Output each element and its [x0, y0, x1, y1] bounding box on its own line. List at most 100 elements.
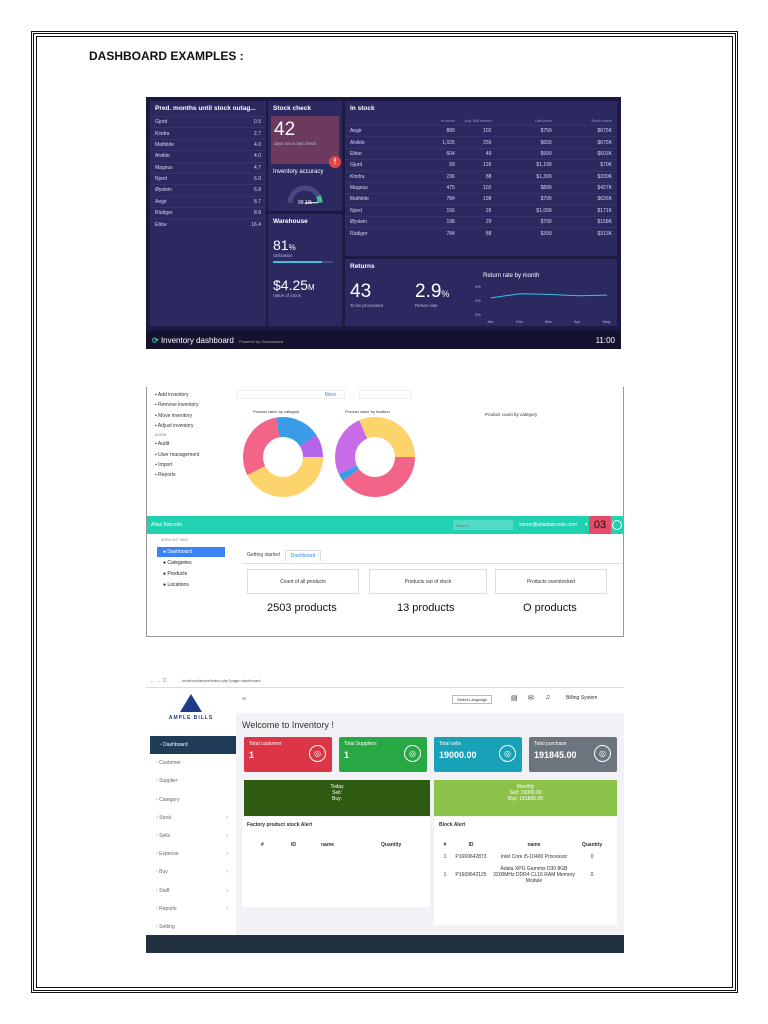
hamburger-icon[interactable]: ≡ [242, 696, 247, 703]
x-tick-label: Apr [574, 319, 581, 324]
menu-item[interactable]: ▪ Move inventory [155, 412, 193, 419]
table-cell: 1 [443, 854, 447, 860]
table-row: Njord 156 26 $1,099 $171K [345, 204, 617, 216]
table-cell: $158K [597, 219, 612, 226]
menu-item[interactable]: ▪ Audit [155, 441, 170, 448]
warehouse-panel: Warehouse 81% Utilization $4.25M Value o… [268, 214, 342, 326]
sidebar-item[interactable]: ▫ Setting [146, 918, 236, 936]
table-cell: Mathilde [350, 196, 369, 203]
user-menu[interactable]: Billing System [566, 695, 598, 701]
more-link[interactable]: More [237, 390, 345, 399]
returns-value: 43 [350, 281, 372, 302]
table-cell: 784 [446, 230, 455, 237]
summary-tile: Total sells 19000.00 ◎ [434, 737, 522, 772]
row-value: 4.0 [254, 153, 261, 160]
sidebar-item[interactable]: ▫ Staff ‹ [146, 882, 236, 900]
page-title: Welcome to Inventory ! [242, 720, 334, 730]
sidebar-item[interactable]: ▫ Reports ‹ [146, 900, 236, 918]
power-icon[interactable] [612, 520, 622, 530]
tab[interactable]: Dashboard [284, 550, 322, 561]
row-value: 0.5 [254, 119, 261, 126]
address-bar[interactable]: localhost/ample/index.php?page=dashboard [182, 678, 261, 683]
table-row: Aegir 889 102 $759 $675K [345, 125, 617, 136]
tab[interactable]: Getting started [247, 552, 280, 558]
returns-label: To be processed [350, 303, 384, 308]
sidebar: AMPLE BILLS ▫ Dashboard ▫ Customer ▫ Suppl… [146, 688, 236, 953]
chevron-down-icon[interactable]: ▾ [585, 522, 588, 528]
nav-arrows-icon[interactable]: ← → C [150, 678, 167, 684]
filter-box[interactable] [359, 390, 411, 399]
chevron-left-icon: ‹ [226, 851, 228, 858]
sidebar-item[interactable]: ▫ Stock ‹ [146, 809, 236, 827]
nav-item[interactable]: ● Dashboard [157, 547, 225, 557]
table-cell: 102 [483, 128, 492, 135]
side-nav: ● Dashboard ● Categories ● Products ● Locat… [157, 547, 225, 591]
search-input[interactable] [453, 520, 513, 530]
table-row: 1 P1669642873 Intel Core i5-10400 Processo… [439, 854, 612, 860]
menu-item[interactable]: ▪ Add inventory [155, 392, 189, 398]
notification-badge[interactable]: 03 [589, 516, 611, 534]
panel-title: Stock check [273, 105, 311, 112]
nav-item[interactable]: ● Locations [163, 582, 189, 588]
sidebar-item[interactable]: ▫ Expense ‹ [146, 845, 236, 863]
table-row: Øystein 6.8 [150, 184, 266, 195]
row-name: Magnus [155, 164, 173, 171]
document-heading: DASHBOARD EXAMPLES : [89, 49, 244, 63]
table-cell: $313K [597, 230, 612, 237]
table-row: Gjurd 58 126 $1,199 $70K [345, 159, 617, 170]
accuracy-gauge [287, 185, 323, 204]
table-cell: 88 [485, 173, 492, 180]
panel-title: Block Alert [439, 822, 466, 828]
mail-icon[interactable]: ✉ [528, 695, 534, 702]
tile-icon: ◎ [499, 745, 516, 762]
menu-item[interactable]: ▪ User management [155, 451, 200, 458]
returns-panel: Returns 43 To be processed 2.9% Return r… [345, 259, 617, 326]
nav-item[interactable]: ● Categories [163, 560, 192, 566]
table-cell: 0 [590, 872, 594, 878]
tile-value: 1 [344, 750, 350, 760]
table-cell: $427K [597, 185, 612, 192]
table-cell: Njord [350, 207, 362, 214]
monthly-title: Monthly [516, 784, 535, 790]
user-email[interactable]: simon@atlasbarcode.com [519, 522, 577, 528]
sidebar-item[interactable]: ▫ Category [146, 791, 236, 809]
nav-item[interactable]: ● Products [163, 571, 188, 577]
bell-icon[interactable]: ♫ [545, 694, 551, 701]
refresh-icon: ⟳ [152, 335, 159, 345]
chevron-left-icon: ‹ [226, 905, 228, 912]
menu-item[interactable]: ▪ Adjust inventory [155, 422, 194, 429]
menu-item[interactable]: ▪ Reports [155, 472, 176, 479]
language-select[interactable]: Select Language [452, 695, 493, 704]
menu-item[interactable]: ▪ Import [155, 462, 173, 469]
printer-icon[interactable]: ▤ [511, 695, 518, 702]
row-name: Øystein [155, 187, 172, 194]
row-value: 16.4 [251, 221, 261, 228]
table-cell: $171K [597, 207, 612, 214]
row-name: Rüdiger [155, 210, 173, 217]
in-stock-panel: In stock In stock Avg 30d orders Unit pric… [345, 101, 617, 256]
factory-alert-panel: Factory product stock Alert # ID name Quant… [242, 817, 430, 907]
sidebar-item[interactable]: ▫ Buy ‹ [146, 863, 236, 881]
sidebar-item[interactable]: ▫ Customer [146, 754, 236, 772]
table-cell: 475 [446, 185, 455, 192]
sidebar-item-label: ▫ Category [156, 796, 180, 803]
sidebar-item-label: ▫ Customer [156, 760, 181, 767]
ample-bills-screenshot: ← → C localhost/ample/index.php?page=das… [146, 665, 624, 953]
chart-title: Return rate by month [483, 273, 540, 279]
menu-item[interactable]: ▪ Remove inventory [155, 402, 199, 409]
sidebar-item[interactable]: ▫ Dashboard [150, 736, 236, 755]
table-cell: 0 [590, 854, 594, 860]
sidebar-item[interactable]: ▫ Supplier [146, 772, 236, 790]
chart-title: Product count by category [485, 412, 538, 417]
browser-chrome: ← → C localhost/ample/index.php?page=das… [146, 665, 624, 688]
table-row: Øystein 198 29 $799 $158K [345, 216, 617, 227]
sidebar-item[interactable]: ▫ Sells ‹ [146, 827, 236, 845]
chevron-left-icon: ‹ [226, 869, 228, 876]
row-name: Ebbe [155, 221, 167, 228]
tile-icon: ◎ [594, 745, 611, 762]
row-name: Njord [155, 176, 167, 183]
accuracy-value: 99.1% [298, 200, 313, 206]
sidebar-item-label: ▫ Buy [156, 869, 168, 876]
table-cell: $675K [597, 128, 612, 135]
row-value: 8.7 [254, 198, 261, 205]
